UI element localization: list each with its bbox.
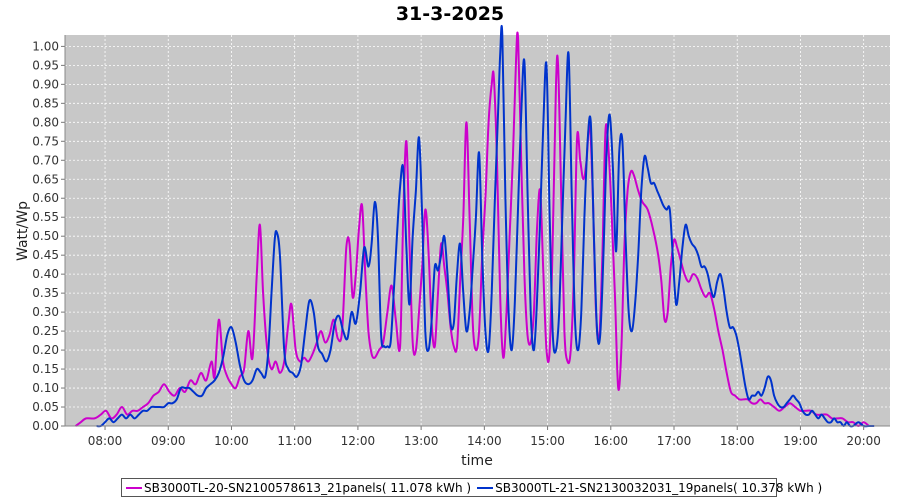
x-tick-label: 17:00 [657, 434, 692, 448]
y-tick-label: 0.15 [32, 362, 59, 376]
x-tick-label: 15:00 [530, 434, 565, 448]
y-tick-label: 0.35 [32, 286, 59, 300]
y-tick-label: 0.40 [32, 267, 59, 281]
series-line-1 [74, 31, 870, 427]
plot-area [65, 35, 890, 426]
y-tick-label: 0.30 [32, 305, 59, 319]
y-tick-label: 0.50 [32, 229, 59, 243]
x-tick-label: 20:00 [846, 434, 881, 448]
chart-title: 31-3-2025 [395, 3, 505, 25]
legend-swatch [126, 486, 142, 489]
y-tick-label: 0.70 [32, 153, 59, 167]
y-tick-label: 0.95 [32, 58, 59, 72]
x-tick-label: 12:00 [341, 434, 376, 448]
legend-swatch [477, 486, 494, 489]
legend-label: SB3000TL-21-SN2130032031_19panels( 10.37… [495, 480, 823, 495]
legend-item: SB3000TL-21-SN2130032031_19panels( 10.37… [477, 481, 822, 495]
series-line-2 [96, 25, 875, 428]
y-tick-label: 0.60 [32, 191, 59, 205]
series-group [74, 25, 875, 428]
y-tick-label: 0.05 [32, 400, 59, 414]
y-tick-label: 1.00 [32, 39, 59, 53]
x-tick-label: 16:00 [593, 434, 628, 448]
y-tick-label: 0.20 [32, 343, 59, 357]
y-tick-label: 0.80 [32, 115, 59, 129]
legend-item: SB3000TL-20-SN2100578613_21panels( 11.07… [126, 481, 471, 495]
x-tick-label: 19:00 [783, 434, 818, 448]
y-tick-label: 0.90 [32, 77, 59, 91]
y-tick-label: 0.65 [32, 172, 59, 186]
y-tick-label: 0.75 [32, 134, 59, 148]
x-tick-label: 13:00 [404, 434, 439, 448]
x-tick-label: 10:00 [214, 434, 249, 448]
legend-label: SB3000TL-20-SN2100578613_21panels( 11.07… [144, 480, 472, 495]
legend: SB3000TL-20-SN2100578613_21panels( 11.07… [121, 478, 822, 497]
x-tick-label: 18:00 [720, 434, 755, 448]
y-axis-title: Watt/Wp [15, 201, 31, 261]
x-tick-label: 14:00 [467, 434, 502, 448]
x-axis-title: time [461, 453, 493, 469]
y-tick-label: 0.55 [32, 210, 59, 224]
axes: 0.00 0.05 0.10 0.15 0.20 0.25 0.30 0.35 0.40 0.45… [32, 35, 890, 448]
y-tick-label: 0.00 [32, 419, 59, 433]
y-tick-label: 0.10 [32, 381, 59, 395]
x-tick-label: 09:00 [151, 434, 186, 448]
x-tick-label: 08:00 [88, 434, 123, 448]
y-tick-label: 0.45 [32, 248, 59, 262]
y-tick-label: 0.25 [32, 324, 59, 338]
y-tick-label: 0.85 [32, 96, 59, 110]
x-tick-label: 11:00 [277, 434, 312, 448]
